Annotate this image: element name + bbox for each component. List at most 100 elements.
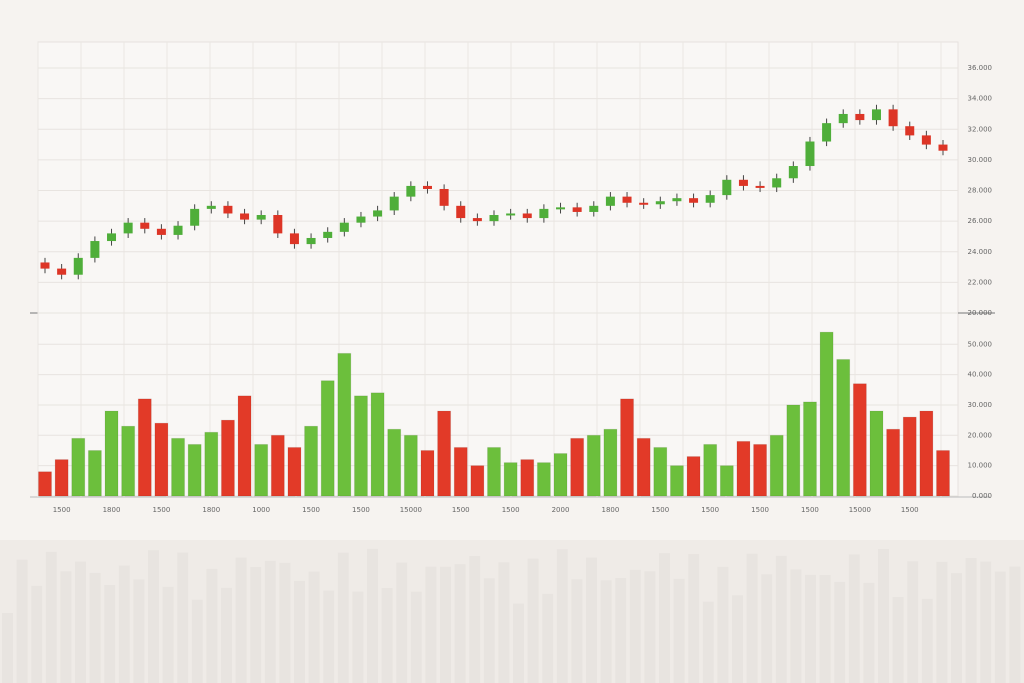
decor-bar: [308, 571, 320, 683]
y-tick-label: 24.000: [968, 248, 993, 256]
volume-bar: [337, 352, 352, 497]
x-tick-label: 1500: [302, 506, 320, 514]
candle-body: [722, 179, 732, 196]
volume-bar: [453, 446, 468, 497]
decor-bar: [863, 582, 875, 683]
volume-bar: [869, 410, 884, 497]
decor-bar: [965, 558, 977, 683]
candle-body: [206, 205, 216, 209]
candle-body: [838, 113, 848, 124]
x-tick-label: 1500: [152, 506, 170, 514]
candle-body: [522, 213, 532, 219]
y-tick-label: 26.000: [968, 217, 993, 225]
candle-body: [123, 222, 133, 234]
x-tick-label: 1800: [601, 506, 619, 514]
decor-bar: [527, 558, 539, 683]
decor-bar: [717, 566, 729, 683]
candle-body: [140, 222, 150, 229]
volume-bar: [819, 331, 834, 497]
decor-bar: [162, 586, 174, 683]
volume-bar: [902, 416, 917, 497]
decor-bar: [323, 590, 335, 683]
volume-bar: [370, 392, 385, 497]
volume-bar: [71, 437, 86, 497]
volume-bar: [270, 434, 285, 497]
y-tick-label: 22.000: [968, 278, 993, 286]
x-tick-label: 1000: [252, 506, 270, 514]
volume-bar: [919, 410, 934, 497]
x-tick-label: 1800: [103, 506, 121, 514]
candle-body: [240, 213, 250, 220]
candle-body: [506, 213, 516, 216]
decor-bar: [148, 550, 159, 683]
decor-bar: [337, 552, 349, 683]
decor-bar: [250, 567, 262, 683]
y-tick-label: 30.000: [968, 401, 993, 409]
volume-bar: [769, 434, 784, 497]
volume-bar: [154, 422, 169, 497]
volume-bar: [536, 462, 551, 497]
decor-bar: [16, 559, 28, 683]
volume-bar: [553, 453, 568, 497]
candle-body: [755, 185, 765, 188]
candle-body: [90, 241, 100, 258]
y-tick-label: 36.000: [968, 64, 993, 72]
decor-bar: [980, 561, 992, 683]
volume-bar: [171, 437, 186, 497]
volume-bar: [586, 434, 601, 497]
candle-body: [306, 237, 316, 245]
decor-bar: [352, 591, 364, 683]
decor-bar: [45, 551, 57, 683]
y-tick-label: 30.000: [968, 156, 993, 164]
decor-bar: [892, 597, 904, 683]
decor-bar: [191, 599, 203, 683]
decor-bar: [89, 572, 101, 683]
decor-bar: [542, 593, 554, 683]
decor-bar: [279, 562, 291, 683]
decor-bar: [1009, 566, 1021, 683]
candle-body: [456, 205, 466, 219]
volume-bar: [287, 446, 302, 497]
volume-bar: [304, 425, 319, 497]
volume-bar: [653, 446, 668, 497]
candle-body: [805, 141, 815, 167]
y-tick-label: 32.000: [968, 125, 993, 133]
candle-body: [472, 218, 482, 222]
volume-bar: [121, 425, 136, 497]
volume-bar: [470, 465, 485, 497]
candle-body: [339, 222, 349, 232]
candle-body: [822, 123, 832, 142]
decor-bar: [936, 561, 948, 683]
candle-body: [190, 208, 200, 226]
x-tick-label: 1500: [701, 506, 719, 514]
x-tick-label: 1800: [202, 506, 220, 514]
volume-bar: [204, 431, 219, 497]
decor-bar: [75, 561, 86, 683]
decor-bar: [221, 587, 232, 683]
volume-bar: [237, 395, 252, 497]
decor-bar: [498, 562, 510, 683]
x-tick-label: 1500: [502, 506, 520, 514]
decor-bar: [761, 574, 773, 683]
volume-bar: [420, 449, 435, 497]
volume-bar: [187, 443, 202, 497]
decor-bar: [483, 578, 495, 683]
decor-bar: [556, 549, 568, 683]
candle-body: [439, 188, 449, 206]
candle-body: [855, 113, 865, 121]
decor-bar: [819, 574, 831, 683]
volume-bar: [54, 459, 69, 497]
decor-bar: [410, 591, 422, 683]
candle-body: [223, 205, 233, 214]
candle-body: [539, 208, 549, 219]
volume-bar: [320, 380, 335, 497]
candle-body: [639, 202, 649, 205]
volume-bar: [636, 437, 651, 497]
y-tick-label: 50.000: [968, 340, 993, 348]
volume-bar: [703, 443, 718, 497]
candle-body: [173, 225, 183, 235]
candle-body: [356, 216, 366, 223]
volume-bar: [753, 443, 768, 497]
decor-bar: [848, 554, 860, 683]
